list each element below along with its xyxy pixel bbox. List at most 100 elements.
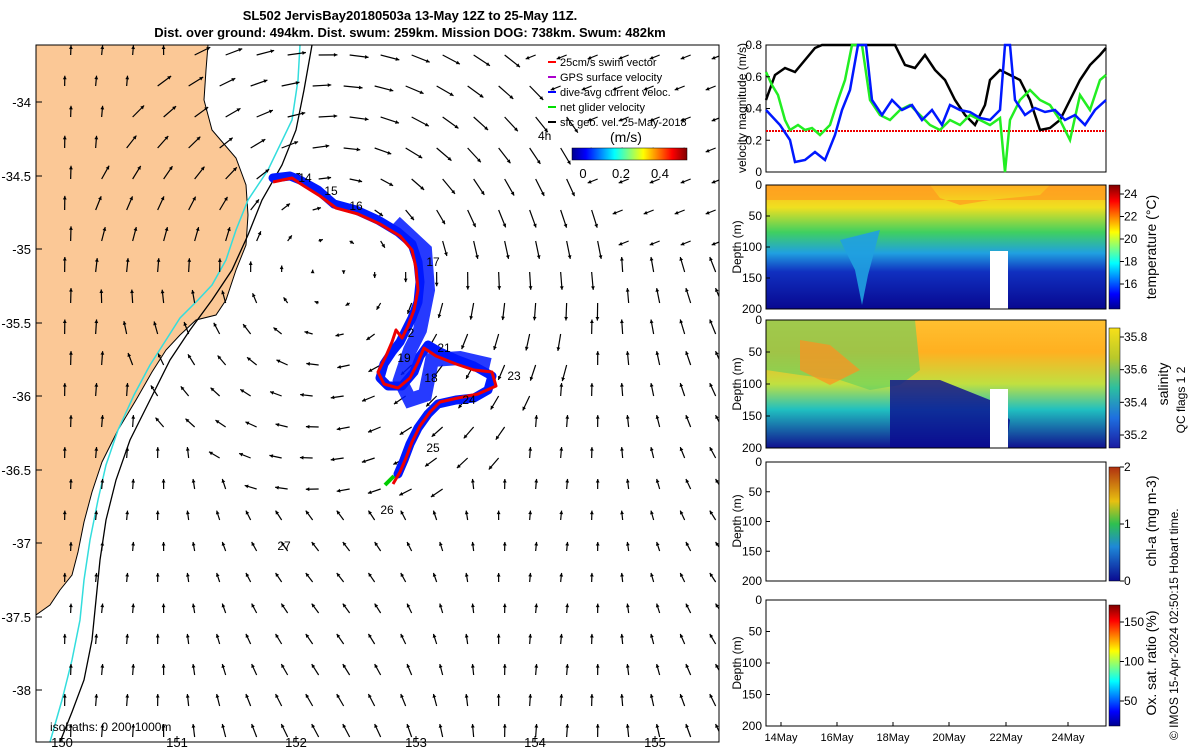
y-tick-label: 200 — [742, 302, 762, 316]
day-label: 19 — [397, 351, 411, 365]
colorbar-tick-label: 35.6 — [1124, 363, 1148, 377]
colorbar-tick-label: 0 — [1124, 574, 1131, 588]
y-tick-label: 0 — [755, 455, 762, 469]
map-axis-ticks: 150 151 152 153 154 155-34-34.5-35-35.5-36-36… — [1, 95, 665, 750]
y-tick-label: 200 — [742, 441, 762, 455]
lon-tick-label: 152 — [285, 735, 307, 750]
temperature-colorbar — [1108, 184, 1121, 310]
y-tick-label: 0.4 — [745, 102, 762, 116]
speed-colorbar — [571, 147, 688, 161]
colorbar-tick-label: 150 — [1124, 615, 1144, 629]
y-tick-label: 0 — [755, 165, 762, 179]
y-tick-label: 100 — [742, 240, 762, 254]
lat-tick-label: -37 — [12, 536, 31, 551]
temperature-ticks: 0 50 100 150 200 16 18 20 22 24 — [742, 178, 1138, 316]
oxygen-colorbar — [1108, 604, 1121, 727]
lat-tick-label: -36 — [12, 389, 31, 404]
y-tick-label: 100 — [742, 656, 762, 670]
speed-colorbar-tick: 0.4 — [651, 166, 669, 181]
temperature-section — [766, 185, 1106, 309]
temp-gap — [990, 251, 1008, 309]
day-label: 15 — [324, 184, 338, 198]
chla-panel: 0 50 100 150 200 0 1 2 Depth (m) chl-a (mg m-3) — [730, 455, 1159, 588]
chla-frame — [765, 461, 1107, 582]
legend-entry: dive-avg current veloc. — [560, 87, 671, 99]
lon-tick-label: 155 — [644, 735, 666, 750]
salinity-panel: 0 50 100 150 200 35.2 35.4 35.6 35.8 Depth (m) s… — [730, 313, 1188, 455]
day-label: 14 — [298, 171, 312, 185]
day-label: 21 — [437, 341, 451, 355]
day-label: 16 — [349, 199, 363, 213]
y-tick-label: 100 — [742, 515, 762, 529]
oxygen-ticks: 0 50 100 150 200 50 100 150 — [742, 593, 1144, 733]
temperature-panel: 0 50 100 150 200 16 18 20 22 24 Depth (m) tempera… — [730, 178, 1159, 316]
y-tick-label: 0.2 — [745, 133, 762, 147]
y-tick-label: 150 — [742, 409, 762, 423]
chla-ylabel: Depth (m) — [730, 494, 744, 547]
time-scale-label: 4h — [538, 129, 551, 143]
temp-upwelling-feature — [840, 230, 880, 305]
colorbar-tick-label: 35.4 — [1124, 395, 1148, 409]
y-tick-label: 50 — [749, 485, 763, 499]
y-tick-label: 50 — [749, 209, 763, 223]
isobath-1000m — [59, 45, 313, 742]
lat-tick-label: -34.5 — [1, 169, 31, 184]
day-label: 26 — [380, 503, 394, 517]
map-legend: 25cm/s swim vector GPS surface velocity di… — [548, 57, 687, 129]
colorbar-tick-label: 50 — [1124, 694, 1138, 708]
colorbar-tick-label: 1 — [1124, 517, 1131, 531]
day-label: 23 — [507, 369, 521, 383]
day-label: 18 — [424, 371, 438, 385]
colorbar-tick-label: 2 — [1124, 460, 1131, 474]
chla-colorbar — [1108, 466, 1121, 582]
glider-track-red — [272, 176, 498, 485]
dive-avg-current-band — [268, 171, 497, 479]
velocity-yticks: 0.8 0.6 0.4 0.2 0 — [745, 38, 770, 179]
time-tick-label: 14May — [764, 732, 798, 744]
figure-title-line1: SL502 JervisBay20180503a 13-May 12Z to 2… — [242, 8, 578, 23]
lat-tick-label: -37.5 — [1, 610, 31, 625]
salinity-gap — [990, 389, 1008, 448]
y-tick-label: 50 — [749, 625, 763, 639]
oxygen-panel: 0 50 100 150 200 50 100 150 Depth (m) Ox. sat. … — [730, 593, 1159, 744]
qc-flags-label: QC flags 1 2 — [1174, 366, 1188, 433]
lat-tick-label: -35.5 — [1, 316, 31, 331]
y-tick-label: 0 — [755, 593, 762, 607]
speed-colorbar-ticks: 0 0.2 0.4 — [579, 166, 669, 181]
y-tick-label: 100 — [742, 377, 762, 391]
lon-tick-label: 154 — [524, 735, 546, 750]
salinity-cbar-label: salinity — [1155, 363, 1171, 406]
velocity-frame — [765, 44, 1107, 173]
lat-tick-label: -36.5 — [1, 463, 31, 478]
lat-tick-label: -38 — [12, 683, 31, 698]
y-tick-label: 0 — [755, 178, 762, 192]
y-tick-label: 0 — [755, 313, 762, 327]
net-glider-speed-line — [764, 43, 1107, 173]
lat-tick-label: -34 — [12, 95, 31, 110]
colorbar-tick-label: 22 — [1124, 210, 1138, 224]
time-tick-label: 20May — [932, 732, 966, 744]
figure-title-line2: Dist. over ground: 494km. Dist. swum: 25… — [154, 25, 666, 40]
day-label: 2 — [408, 326, 415, 340]
colorbar-tick-label: 20 — [1124, 232, 1138, 246]
legend-entry: sfc geo. vel. 25-May-2018 — [560, 117, 687, 129]
day-label: 27 — [277, 539, 291, 553]
velocity-panel: 0.8 0.6 0.4 0.2 0 velocity magnitude (m/s) — [735, 38, 1107, 179]
day-label: 17 — [426, 255, 440, 269]
legend-entry: 25cm/s swim vector — [560, 57, 657, 69]
time-tick-label: 18May — [876, 732, 910, 744]
temperature-cbar-label: temperature (°C) — [1143, 195, 1159, 299]
y-tick-label: 150 — [742, 544, 762, 558]
isobath-200m — [49, 45, 301, 742]
legend-entry: GPS surface velocity — [560, 72, 663, 84]
velocity-ylabel: velocity magnitude (m/s) — [735, 43, 749, 173]
colorbar-tick-label: 24 — [1124, 187, 1138, 201]
lon-tick-label: 151 — [166, 735, 188, 750]
lon-tick-label: 150 — [51, 735, 73, 750]
y-tick-label: 150 — [742, 271, 762, 285]
salinity-colorbar — [1108, 327, 1121, 449]
lat-tick-label: -35 — [12, 242, 31, 257]
legend-entry: net glider velocity — [560, 102, 645, 114]
y-tick-label: 200 — [742, 719, 762, 733]
